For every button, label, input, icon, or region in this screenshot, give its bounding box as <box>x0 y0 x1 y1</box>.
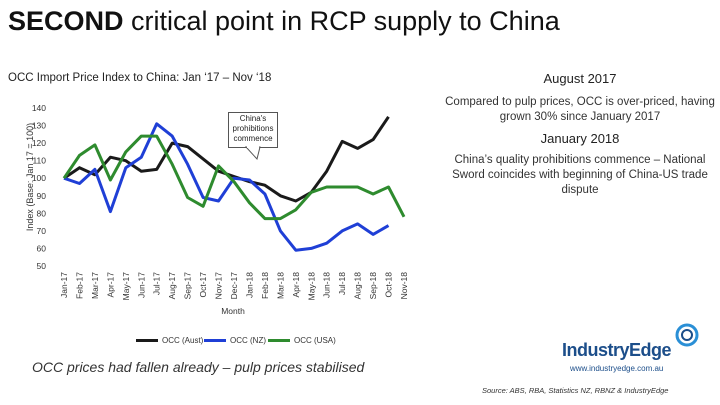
legend-swatch-usa <box>268 339 290 342</box>
y-tick-label: 50 <box>37 261 47 271</box>
x-tick-label: Feb-17 <box>74 272 84 299</box>
series-line-occ-usa <box>62 134 406 221</box>
x-tick-label: Aug-17 <box>167 272 177 300</box>
x-tick-label: Aug-18 <box>353 272 363 300</box>
y-tick-label: 60 <box>37 243 47 253</box>
legend-label-usa: OCC (USA) <box>294 336 336 345</box>
x-tick-label: Jan-18 <box>244 272 254 298</box>
legend-usa: OCC (USA) <box>268 336 336 345</box>
logo-swirl-icon <box>675 323 699 347</box>
x-tick-label: Dec-17 <box>229 272 239 300</box>
x-tick-label: Apr-17 <box>105 272 115 298</box>
prohibitions-callout: China's prohibitions commence <box>228 112 278 148</box>
event-2-heading: January 2018 <box>540 131 620 146</box>
series-line-occ-nz <box>63 122 390 252</box>
legend-label-aust: OCC (Aust) <box>162 336 204 345</box>
x-tick-label: Jan-17 <box>59 272 69 298</box>
x-tick-label: Mar-18 <box>275 272 285 299</box>
title-rest: critical point in RCP supply to China <box>123 6 560 36</box>
event-1-heading: August 2017 <box>543 71 617 86</box>
x-tick-label: Apr-18 <box>291 272 301 298</box>
page-title: SECOND critical point in RCP supply to C… <box>8 6 560 37</box>
footer-note: OCC prices had fallen already – pulp pri… <box>32 359 365 375</box>
source-note: Source: ABS, RBA, Statistics NZ, RBNZ & … <box>482 386 669 395</box>
legend-label-nz: OCC (NZ) <box>230 336 266 345</box>
x-tick-label: Oct-17 <box>198 272 208 298</box>
x-tick-label: May-17 <box>121 272 131 301</box>
event-1-text: Compared to pulp prices, OCC is over-pri… <box>445 96 715 123</box>
x-tick-label: Jun-18 <box>322 272 332 298</box>
y-tick-label: 120 <box>32 138 46 148</box>
y-tick-label: 130 <box>32 121 46 131</box>
industryedge-logo: IndustryEdge www.industryedge.com.au <box>562 322 702 378</box>
y-tick-label: 140 <box>32 103 46 113</box>
logo-name: IndustryEdge <box>562 340 672 360</box>
y-tick-label: 90 <box>37 191 47 201</box>
x-tick-label: Oct-18 <box>384 272 394 298</box>
x-tick-label: Sep-18 <box>368 272 378 300</box>
x-tick-label: Jul-17 <box>152 272 162 295</box>
y-tick-label: 100 <box>32 173 46 183</box>
y-tick-label: 80 <box>37 208 47 218</box>
x-tick-label: Feb-18 <box>260 272 270 299</box>
x-tick-label: Jun-17 <box>136 272 146 298</box>
legend-nz: OCC (NZ) <box>204 336 266 345</box>
x-tick-label: Nov-17 <box>214 272 224 300</box>
legend-swatch-aust <box>136 339 158 342</box>
x-tick-label: Sep-17 <box>183 272 193 300</box>
chart-subtitle: OCC Import Price Index to China: Jan ‘17… <box>8 72 272 84</box>
y-tick-label: 70 <box>37 226 47 236</box>
legend-aust: OCC (Aust) <box>136 336 203 345</box>
legend-swatch-nz <box>204 339 226 342</box>
logo-url: www.industryedge.com.au <box>570 364 664 373</box>
x-tick-label: Nov-18 <box>399 272 409 300</box>
x-axis-label: Month <box>221 306 245 316</box>
event-2-text: China’s quality prohibitions commence – … <box>452 154 708 196</box>
x-tick-label: Jul-18 <box>337 272 347 295</box>
x-tick-label: Mar-17 <box>90 272 100 299</box>
title-emphasis: SECOND <box>8 6 124 36</box>
y-tick-label: 110 <box>32 156 46 166</box>
x-tick-label: May-18 <box>306 272 316 301</box>
